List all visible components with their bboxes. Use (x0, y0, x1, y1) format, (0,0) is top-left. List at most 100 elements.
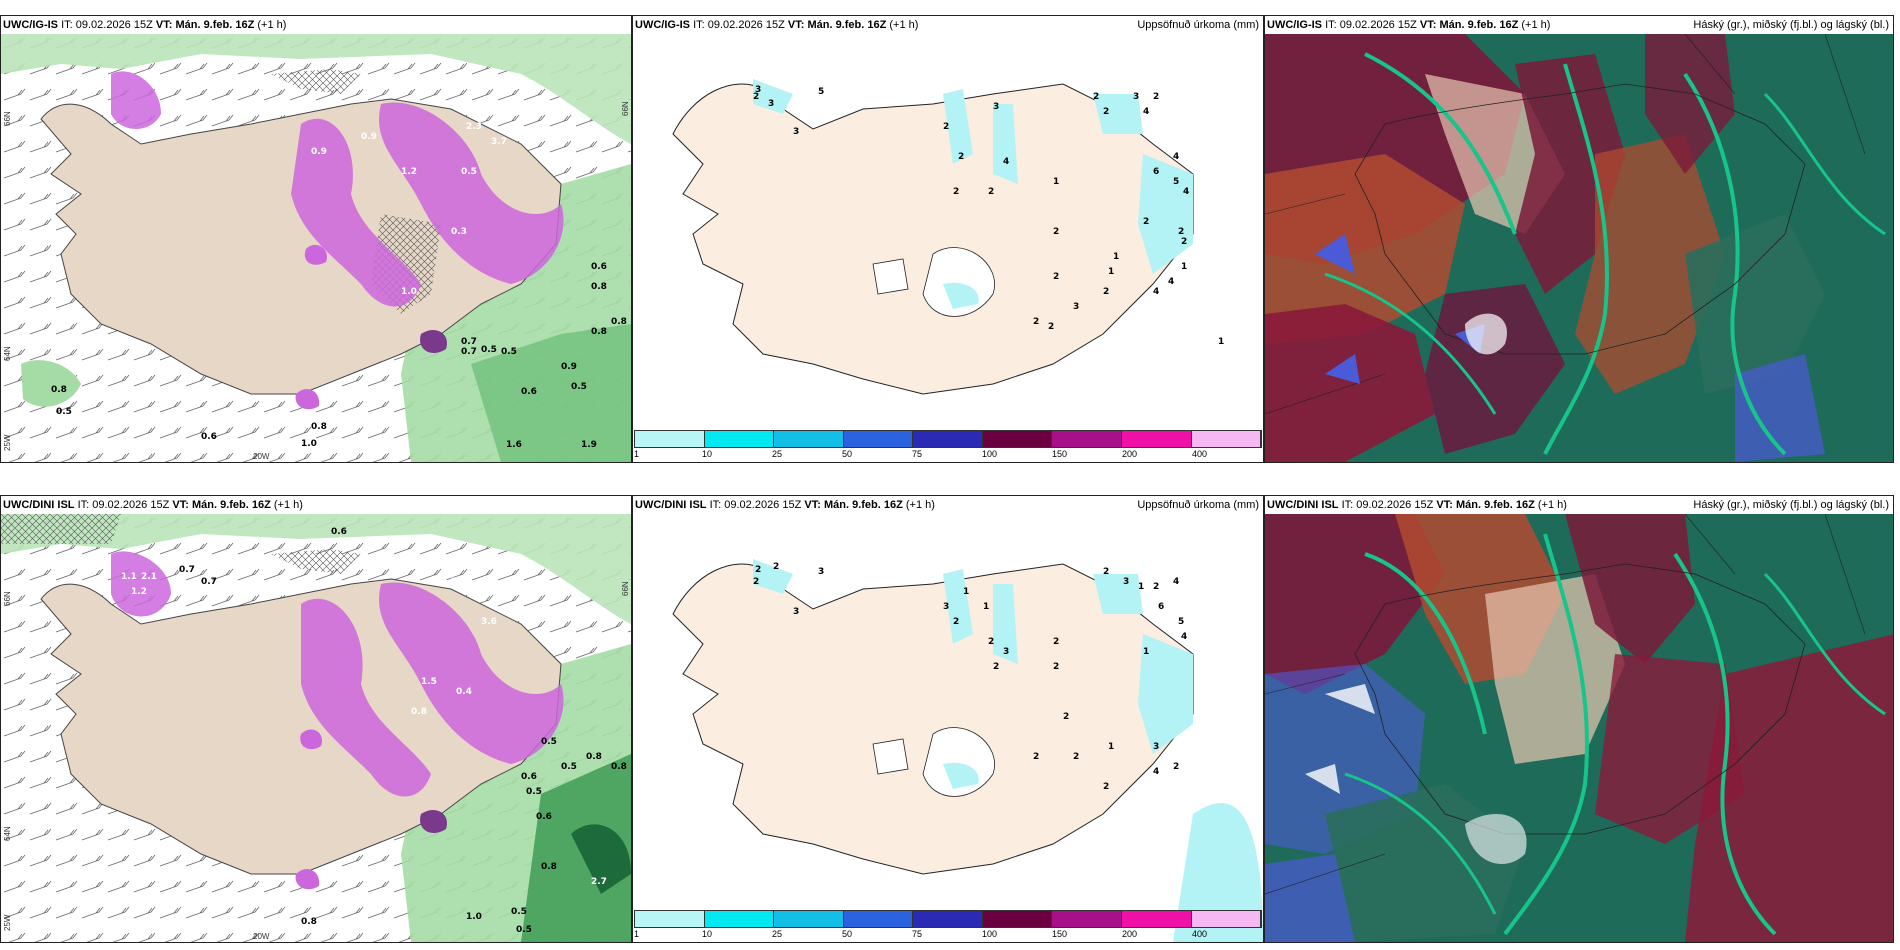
legend-tick: 25 (772, 449, 783, 459)
svg-text:2: 2 (773, 562, 779, 572)
legend-swatch (913, 911, 983, 927)
legend-tick: 25 (772, 929, 783, 939)
svg-text:2: 2 (755, 565, 761, 575)
svg-text:4: 4 (1181, 632, 1187, 642)
lat-label-66n: 66N (3, 111, 12, 126)
accum-precip-map: 3 3 2 3 5 2 2 2 3 4 2 1 4 6 5 4 2 2 1 1 … (633, 34, 1263, 462)
svg-text:1: 1 (1113, 252, 1119, 262)
svg-text:4: 4 (1183, 187, 1189, 197)
svg-text:0.9: 0.9 (441, 577, 457, 587)
svg-text:1: 1 (1181, 262, 1187, 272)
svg-text:2: 2 (1153, 92, 1159, 102)
svg-text:3: 3 (793, 127, 799, 137)
legend-tick: 150 (1052, 929, 1068, 939)
legend-tick: 100 (982, 929, 998, 939)
svg-text:1: 1 (1143, 647, 1149, 657)
svg-text:3: 3 (1123, 577, 1129, 587)
precip-wind-map: 0.6 0.5 0.7 0.8 0.6 0.5 0.8 1.0 0.5 0.5 … (1, 514, 631, 942)
svg-text:0.8: 0.8 (301, 917, 317, 927)
svg-text:0.8: 0.8 (411, 707, 427, 717)
svg-text:0.5: 0.5 (571, 382, 587, 392)
svg-text:0.8: 0.8 (586, 752, 602, 762)
cloud-cover-map (1265, 514, 1893, 942)
svg-text:1.0: 1.0 (401, 287, 417, 297)
svg-text:3: 3 (768, 99, 774, 109)
legend-color-bar (634, 430, 1262, 448)
legend-swatch (843, 431, 914, 447)
panel-title-right: Háský (gr.), miðský (fj.bl.) og lágský (… (1693, 19, 1889, 31)
svg-text:3: 3 (1133, 92, 1139, 102)
svg-text:2: 2 (1153, 582, 1159, 592)
legend-tick: 10 (702, 449, 713, 459)
svg-text:1: 1 (983, 602, 989, 612)
svg-text:1.0: 1.0 (301, 439, 317, 449)
svg-text:2: 2 (1103, 782, 1109, 792)
svg-text:0.5: 0.5 (56, 407, 72, 417)
lat-label-66n-right: 66N (621, 101, 630, 116)
svg-text:2: 2 (993, 662, 999, 672)
precip-wind-map: 0.8 0.5 0.6 1.0 0.8 0.5 0.7 0.5 0.6 0.8 … (1, 34, 631, 462)
svg-text:2.1: 2.1 (141, 572, 157, 582)
svg-text:0.8: 0.8 (311, 422, 327, 432)
legend-swatch (1121, 911, 1192, 927)
legend-swatch (1052, 911, 1122, 927)
cloud-cover-map (1265, 34, 1893, 462)
legend-tick: 200 (1122, 449, 1138, 459)
svg-text:0.9: 0.9 (311, 147, 327, 157)
svg-text:0.8: 0.8 (51, 385, 67, 395)
panel-header: UWC/IG-IS IT: 09.02.2026 15Z VT: Mán. 9.… (1267, 19, 1551, 31)
legend-swatch (1191, 431, 1262, 447)
svg-text:4: 4 (1143, 107, 1149, 117)
svg-text:3.6: 3.6 (481, 617, 497, 627)
svg-text:0.6: 0.6 (591, 262, 607, 272)
svg-text:5: 5 (1173, 177, 1179, 187)
svg-text:1.0: 1.0 (466, 912, 482, 922)
svg-text:0.7: 0.7 (461, 337, 477, 347)
panel-ig-cloud-cover: UWC/IG-IS IT: 09.02.2026 15Z VT: Mán. 9.… (1264, 15, 1894, 463)
svg-text:3: 3 (943, 602, 949, 612)
panel-header: UWC/IG-IS IT: 09.02.2026 15Z VT: Mán. 9.… (3, 19, 287, 31)
svg-text:0.5: 0.5 (481, 345, 497, 355)
svg-text:2: 2 (1063, 712, 1069, 722)
legend-swatch (1191, 911, 1262, 927)
svg-text:2: 2 (1103, 287, 1109, 297)
svg-text:0.9: 0.9 (361, 132, 377, 142)
legend-ticks: 1 10 25 50 75 100 150 200 400 (634, 929, 1262, 940)
legend-swatch (843, 911, 914, 927)
svg-text:0.6: 0.6 (521, 772, 537, 782)
svg-text:3: 3 (993, 102, 999, 112)
svg-text:3: 3 (1153, 742, 1159, 752)
svg-text:4: 4 (1003, 157, 1009, 167)
lat-label-66n: 66N (3, 591, 12, 606)
svg-text:0.8: 0.8 (541, 862, 557, 872)
svg-text:2.1: 2.1 (171, 127, 187, 137)
svg-text:3: 3 (793, 607, 799, 617)
lat-label-64n: 64N (3, 826, 12, 841)
svg-text:2.3: 2.3 (466, 122, 482, 132)
svg-text:6: 6 (1153, 167, 1159, 177)
svg-text:0.8: 0.8 (611, 762, 627, 772)
svg-text:0.5: 0.5 (461, 167, 477, 177)
legend-tick: 400 (1192, 929, 1208, 939)
svg-text:4: 4 (1173, 577, 1179, 587)
svg-text:0.6: 0.6 (521, 387, 537, 397)
svg-text:2: 2 (1073, 752, 1079, 762)
legend-swatch (774, 431, 844, 447)
svg-text:2: 2 (988, 637, 994, 647)
svg-text:2: 2 (753, 577, 759, 587)
panel-ig-precip-wind: UWC/IG-IS IT: 09.02.2026 15Z VT: Mán. 9.… (0, 15, 632, 463)
panel-dini-accum-precip: UWC/DINI ISL IT: 09.02.2026 15Z VT: Mán.… (632, 495, 1264, 943)
svg-text:3: 3 (1073, 302, 1079, 312)
svg-text:2: 2 (1048, 322, 1054, 332)
svg-text:2: 2 (1033, 317, 1039, 327)
svg-text:2: 2 (1053, 272, 1059, 282)
svg-text:1: 1 (1218, 337, 1224, 347)
svg-text:2: 2 (953, 617, 959, 627)
svg-text:2: 2 (953, 187, 959, 197)
svg-text:4: 4 (1153, 767, 1159, 777)
svg-text:0.6: 0.6 (201, 432, 217, 442)
legend-swatch (704, 911, 775, 927)
legend-tick: 50 (842, 929, 853, 939)
svg-text:2: 2 (1103, 107, 1109, 117)
svg-text:4: 4 (1173, 152, 1179, 162)
